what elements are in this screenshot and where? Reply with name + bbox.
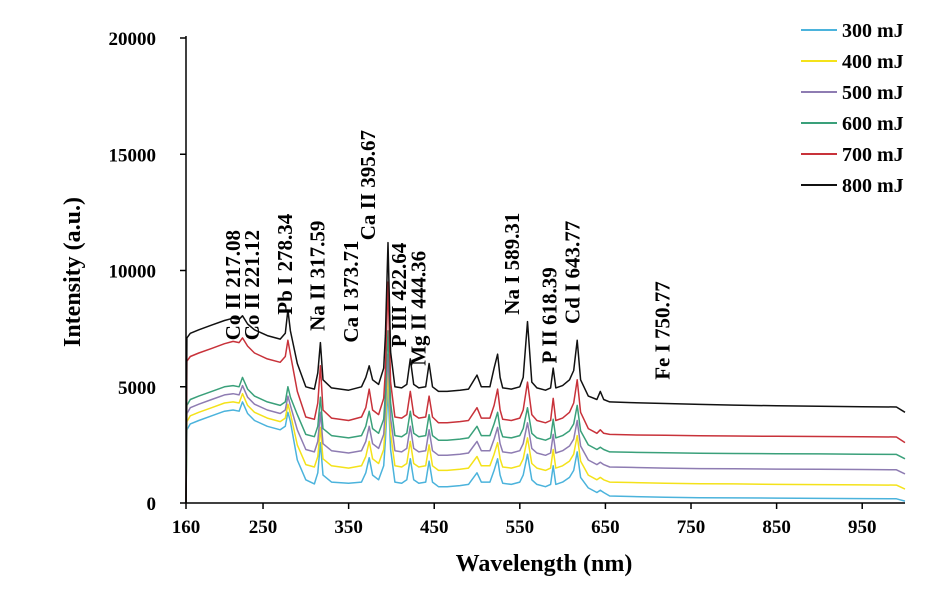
series-layer: [185, 241, 906, 504]
legend-label: 600 mJ: [842, 113, 904, 135]
peak-annotation: Cd I 643.77: [561, 221, 585, 324]
peak-annotation: Pb I 278.34: [273, 213, 297, 314]
x-tick-label: 650: [591, 517, 620, 538]
peak-annotation: P III 422.64: [387, 242, 411, 347]
series-line-1: [185, 388, 906, 504]
legend-label: 400 mJ: [842, 51, 904, 73]
peak-annotation: P II 618.39: [538, 267, 562, 363]
peak-annotation: Co II 221.12: [240, 230, 264, 340]
x-tick-label: 950: [848, 517, 877, 538]
legend-label: 700 mJ: [842, 144, 904, 166]
y-tick-label: 5000: [118, 378, 156, 399]
y-tick-label: 10000: [109, 262, 157, 283]
x-tick-label: 350: [334, 517, 363, 538]
axes-layer: 0 5000 10000 15000 20000 160 250 350 450 550 650 75…: [109, 29, 905, 538]
peak-annotation: Mg II 444.36: [407, 251, 431, 366]
y-axis-title: Intensity (a.u.): [60, 197, 86, 347]
series-line-5: [185, 281, 906, 504]
peak-annotation: Ca I 373.71: [339, 241, 363, 343]
peak-annotation: Na II 317.59: [306, 221, 330, 331]
series-line-2: [185, 369, 906, 504]
peak-annotation: Fe I 750.77: [651, 281, 675, 380]
x-tick-label: 750: [677, 517, 706, 538]
legend-label: 500 mJ: [842, 82, 904, 104]
legend: 300 mJ 400 mJ 500 mJ 600 mJ 700 mJ 800 mJ: [795, 6, 941, 197]
x-tick-label: 850: [762, 517, 791, 538]
y-tick-label: 20000: [109, 29, 157, 50]
series-line-3: [185, 353, 906, 504]
x-tick-label: 450: [420, 517, 449, 538]
x-tick-label: 550: [506, 517, 535, 538]
legend-label: 800 mJ: [842, 175, 904, 197]
series-line-4: [185, 330, 906, 504]
y-tick-label: 0: [147, 494, 157, 515]
x-tick-label: 160: [172, 517, 201, 538]
peak-annotation: Ca II 395.67: [356, 130, 380, 240]
peak-annotation: Co II 217.08: [221, 230, 245, 340]
legend-label: 300 mJ: [842, 20, 904, 42]
y-tick-label: 15000: [109, 145, 157, 166]
x-tick-label: 250: [249, 517, 278, 538]
series-line-6: [185, 241, 906, 504]
legend-box: [795, 6, 941, 196]
x-axis-title: Wavelength (nm): [456, 551, 633, 577]
peak-annotation: Na I 589.31: [500, 213, 524, 315]
